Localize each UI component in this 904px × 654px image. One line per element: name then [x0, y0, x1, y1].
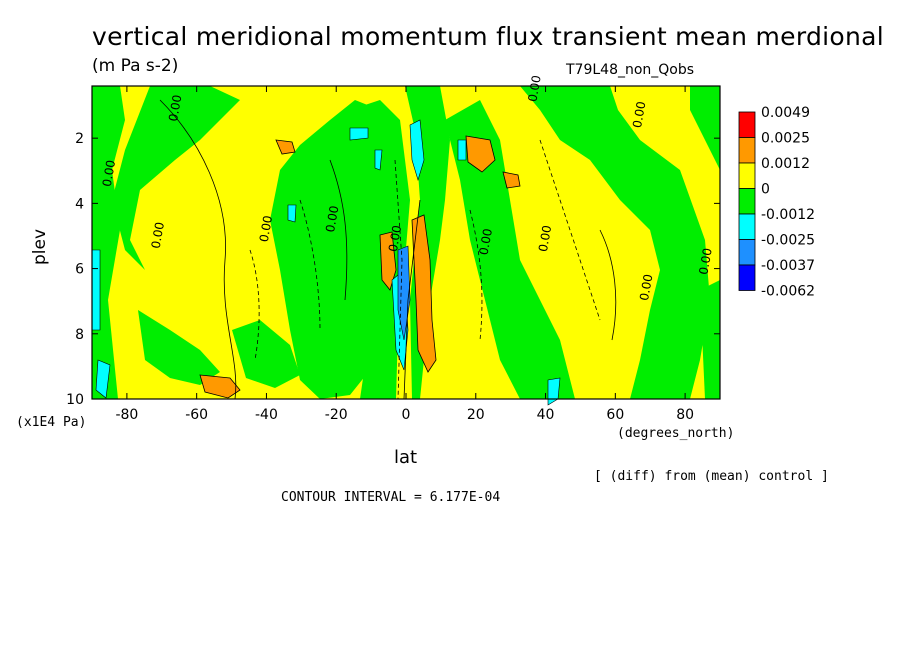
green-region [520, 86, 710, 399]
cyan-region [349, 127, 369, 141]
colorbar-label: 0.0012 [761, 156, 810, 172]
y-axis-units: (x1E4 Pa) [16, 415, 87, 430]
contour-label: 0.00 [100, 159, 118, 188]
cyan-region [547, 377, 561, 406]
colorbar-label: -0.0037 [761, 258, 815, 274]
y-tick-label: 8 [75, 327, 84, 343]
colorbar-label: 0.0025 [761, 131, 810, 147]
x-tick-label: -60 [185, 407, 208, 423]
cyan-region [287, 204, 297, 223]
orange-region [411, 214, 437, 373]
contour-label: 0.00 [696, 247, 714, 276]
y-tick-label: 4 [75, 196, 84, 212]
cyan-region [409, 119, 425, 182]
run-label: T79L48_non_Qobs [566, 62, 695, 78]
y-tick-label: 6 [75, 262, 84, 278]
colorbar-label: -0.0062 [761, 284, 815, 300]
colorbar-swatch [738, 188, 756, 215]
x-tick-label: 40 [537, 407, 555, 423]
green-region [112, 86, 240, 270]
x-axis-units: (degrees_north) [617, 426, 735, 441]
colorbar-swatch [738, 111, 756, 138]
x-tick-label: 20 [467, 407, 485, 423]
contour-label: 0.00 [386, 224, 404, 253]
colorbar-swatch [738, 213, 756, 240]
contour-label: 0.00 [477, 227, 495, 256]
contour-label: 0.00 [637, 273, 655, 302]
colorbar-label: 0 [761, 182, 770, 198]
y-tick-label: 2 [75, 131, 84, 147]
cyan-region [457, 139, 467, 161]
cyan-region [95, 359, 111, 399]
orange-region [199, 374, 241, 399]
contour-line [159, 99, 237, 400]
diff-note: [ (diff) from (mean) control ] [594, 469, 829, 484]
contour-label: 0.00 [323, 205, 341, 234]
cyan-region [374, 149, 383, 171]
colorbar-label: 0.0049 [761, 105, 810, 121]
green-region [445, 100, 575, 399]
orange-region [465, 135, 496, 173]
contour-line [299, 199, 321, 331]
colorbar-swatch [738, 162, 756, 189]
chart-units: (m Pa s-2) [92, 56, 179, 76]
contour-line [329, 159, 348, 301]
green-region [690, 86, 720, 170]
x-tick-label: -40 [255, 407, 278, 423]
contour-line [599, 229, 617, 341]
green-region [270, 100, 385, 399]
cyan-region [91, 249, 101, 331]
contour-field [91, 86, 720, 406]
colorbar-label: -0.0025 [761, 233, 815, 249]
contour-label: 0.00 [257, 214, 275, 243]
contour-line [539, 139, 601, 321]
contour-label: 0.00 [536, 224, 554, 253]
contour-interval: CONTOUR INTERVAL = 6.177E-04 [281, 490, 501, 505]
x-tick-label: 60 [606, 407, 624, 423]
y-tick-label: 10 [66, 392, 84, 408]
orange-region [275, 139, 296, 155]
contour-line [403, 199, 421, 400]
green-region [232, 320, 300, 388]
chart-title: vertical meridional momentum flux transi… [92, 22, 885, 51]
contour-label: 0.00 [630, 100, 648, 129]
colorbar-swatch [738, 264, 756, 291]
x-tick-label: 0 [402, 407, 411, 423]
x-axis-label: lat [394, 447, 418, 468]
contour-line [394, 159, 403, 400]
colorbar-label: -0.0012 [761, 207, 815, 223]
contour-line [249, 249, 260, 361]
contour-label: 0.00 [166, 94, 184, 123]
colorbar-swatch [738, 137, 756, 164]
x-tick-label: -20 [325, 407, 348, 423]
axis-ticks: -80 -60 -40 -20 0 20 40 60 80 2 4 6 8 10 [66, 86, 720, 423]
contour-label: 0.00 [149, 221, 167, 250]
x-tick-label: 80 [676, 407, 694, 423]
contour-labels: 0.00 0.00 0.00 0.00 0.00 0.00 0.00 0.00 0.00 0.00… [100, 74, 715, 302]
contour-label: 0.00 [525, 74, 543, 103]
orange-region [502, 171, 521, 189]
x-tick-label: -80 [115, 407, 138, 423]
colorbar: 0.0049 0.0025 0.0012 0 -0.0012 -0.0025 -0.0037… [738, 105, 815, 300]
green-region [138, 310, 220, 385]
colorbar-swatch [738, 239, 756, 266]
green-region [700, 280, 720, 399]
contour-line [469, 209, 483, 341]
